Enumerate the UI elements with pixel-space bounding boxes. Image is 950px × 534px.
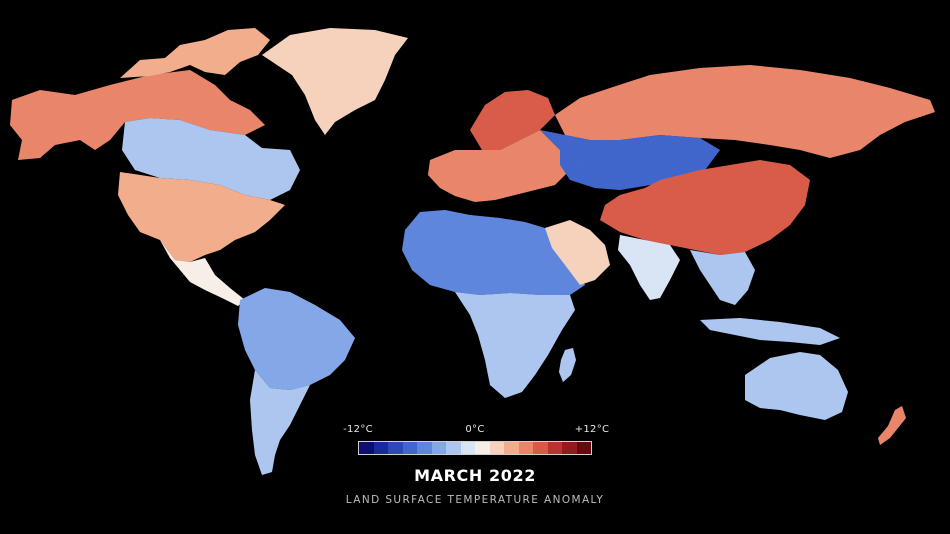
region-arabia	[545, 220, 610, 285]
map-title: MARCH 2022	[414, 466, 536, 485]
region-northern-south-america	[238, 288, 355, 390]
legend-swatch	[417, 442, 432, 454]
legend-swatch	[562, 442, 577, 454]
region-central-southern-africa	[455, 292, 575, 398]
map-subtitle: LAND SURFACE TEMPERATURE ANOMALY	[345, 494, 605, 506]
legend-swatch	[489, 442, 504, 454]
region-india	[618, 235, 680, 300]
region-madagascar	[559, 348, 576, 382]
region-kazakhstan-central-asia	[540, 130, 720, 190]
region-north-africa	[402, 210, 585, 295]
legend-mid-label: 0°C	[465, 424, 485, 435]
legend-swatch	[446, 442, 461, 454]
legend-swatch	[576, 442, 591, 454]
region-mexico-central-america	[160, 240, 245, 306]
region-greenland	[262, 28, 408, 135]
legend-swatch	[475, 442, 490, 454]
region-central-canada	[122, 118, 300, 200]
legend-color-ramp	[358, 441, 592, 455]
region-usa	[118, 172, 285, 262]
legend-swatch	[373, 442, 388, 454]
region-northern-russia	[555, 65, 935, 158]
legend-min-label: -12°C	[343, 424, 373, 435]
legend-swatch	[388, 442, 403, 454]
legend-swatch	[359, 442, 374, 454]
region-new-zealand	[878, 406, 906, 445]
region-canadian-arctic-archipelago	[120, 28, 270, 78]
region-mongolia-china	[600, 160, 810, 255]
legend-swatch	[402, 442, 417, 454]
legend-swatch	[431, 442, 446, 454]
legend-swatch	[518, 442, 533, 454]
legend-max-label: +12°C	[574, 424, 610, 435]
region-southern-south-america	[250, 370, 310, 475]
legend-swatch	[504, 442, 519, 454]
legend-swatch	[533, 442, 548, 454]
region-scandinavia	[470, 90, 555, 150]
region-alaska-canada	[10, 70, 265, 160]
region-europe	[428, 130, 570, 202]
region-southeast-asia	[690, 250, 840, 345]
legend-swatch	[460, 442, 475, 454]
legend-swatch	[547, 442, 562, 454]
region-australia	[745, 352, 848, 420]
